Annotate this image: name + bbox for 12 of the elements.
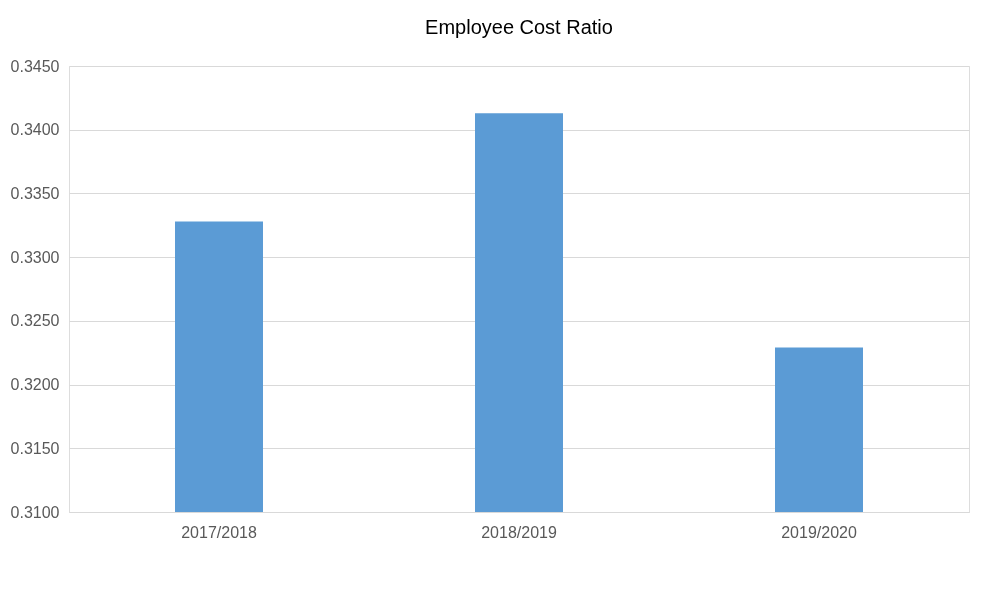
y-tick-label: 0.3450	[10, 57, 60, 75]
y-tick-label: 0.3250	[10, 312, 60, 330]
chart-title: Employee Cost Ratio	[425, 16, 613, 38]
y-tick-label: 0.3400	[10, 121, 60, 139]
y-tick-label: 0.3350	[10, 184, 60, 202]
x-tick-label: 2018/2019	[481, 523, 557, 541]
y-tick-label: 0.3300	[10, 248, 60, 266]
y-tick-label: 0.3150	[10, 439, 60, 457]
x-tick-label: 2017/2018	[181, 523, 257, 541]
y-tick-label: 0.3100	[10, 503, 60, 521]
y-tick-label: 0.3200	[10, 376, 60, 394]
x-tick-label: 2019/2020	[781, 523, 857, 541]
